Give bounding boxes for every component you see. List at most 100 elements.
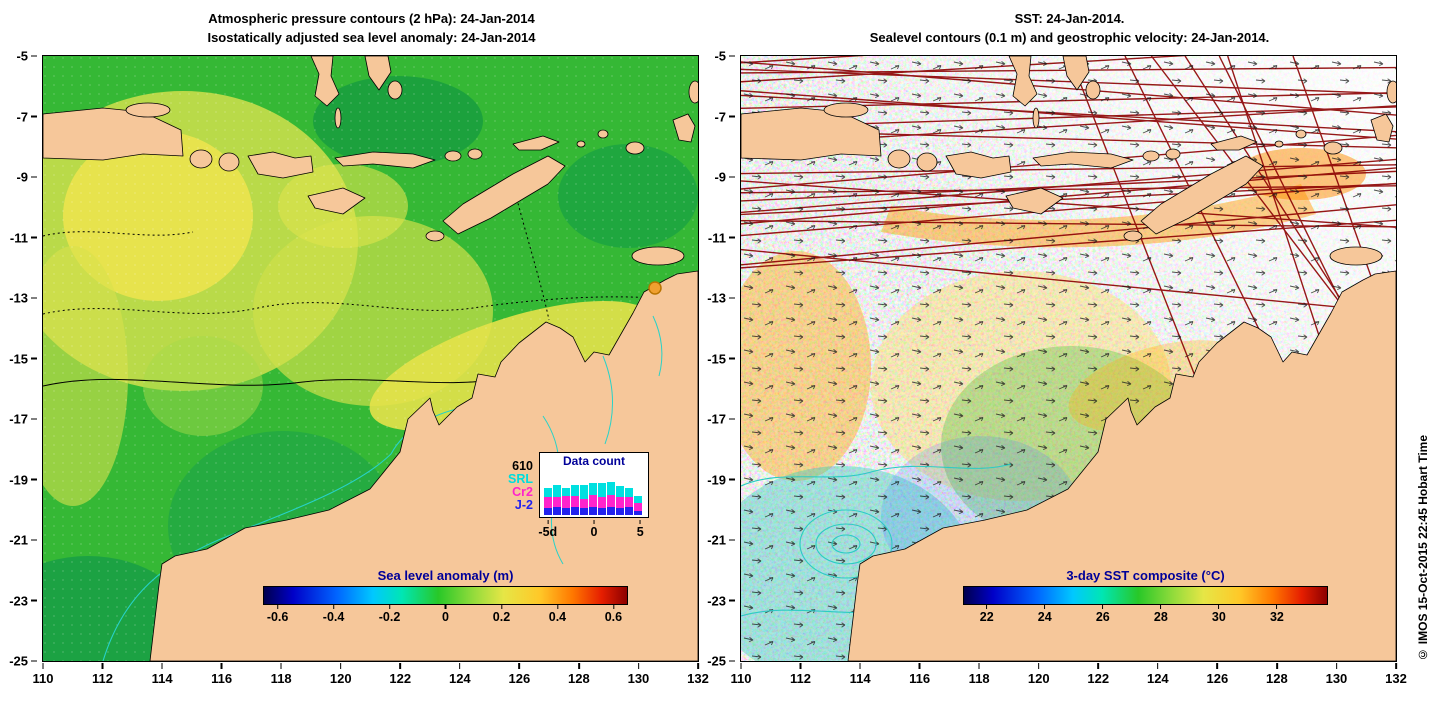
lat-tick: -7 [714, 109, 735, 124]
inset-x-tick: -5d [538, 520, 557, 539]
credit-text: © IMOS 15-Oct-2015 22:45 Hobart Time [1416, 435, 1430, 662]
lon-tick: 122 [389, 663, 411, 686]
tick-mark [31, 115, 37, 118]
data-count-bars [544, 477, 642, 515]
tick-mark [388, 605, 391, 609]
tick-mark [31, 599, 37, 602]
tick-mark [986, 605, 988, 609]
tick-mark [1395, 663, 1397, 669]
left-lat-axis: -5 -7 -9 -11 -13 -15 -17 -19 -21 -23 -25 [3, 49, 37, 669]
colorbar-tick: 0.6 [605, 605, 622, 624]
tick-mark [697, 663, 699, 669]
lat-tick: -23 [9, 593, 37, 608]
colorbar-tick: -0.2 [379, 605, 400, 624]
colorbar-tick: -0.4 [323, 605, 344, 624]
tick-mark [593, 520, 595, 524]
tick-mark [729, 55, 735, 57]
lat-tick: -15 [707, 351, 735, 366]
satellite-label: J-2 [514, 498, 533, 512]
lat-tick: -5 [16, 49, 37, 64]
left-title-line2: Isostatically adjusted sea level anomaly… [207, 29, 536, 45]
lat-tick: -15 [9, 351, 37, 366]
tick-mark [220, 663, 223, 669]
stacked-bar [562, 487, 570, 515]
tick-mark [31, 176, 37, 178]
tick-mark [556, 605, 559, 609]
inset-x-axis: -5d 0 5 [538, 520, 649, 539]
sst-colorbar-gradient [963, 586, 1328, 605]
sst-colorbar-ticks: 22 24 26 28 30 32 [980, 605, 1284, 629]
lon-tick: 114 [850, 663, 871, 686]
left-title-line1: Atmospheric pressure contours (2 hPa): 2… [208, 11, 535, 26]
lat-tick: -5 [714, 49, 735, 64]
tick-mark [276, 605, 279, 609]
stacked-bar [598, 483, 606, 515]
lat-tick: -17 [707, 412, 735, 427]
tick-mark [729, 478, 735, 481]
lat-tick: -7 [16, 109, 37, 124]
lat-tick: -19 [9, 472, 37, 487]
lon-tick: 120 [1028, 663, 1050, 686]
lon-tick: 118 [969, 663, 990, 686]
lon-tick: 126 [509, 663, 530, 686]
lon-tick: 124 [1147, 663, 1169, 686]
tick-mark [500, 605, 503, 609]
inset-x-tick: 5 [637, 520, 644, 539]
lon-tick: 128 [1266, 663, 1288, 686]
lon-tick: 120 [330, 663, 352, 686]
tick-mark [444, 605, 447, 609]
lon-tick: 130 [628, 663, 649, 686]
lat-tick: -25 [9, 654, 37, 669]
sla-map [43, 56, 698, 661]
tick-mark [31, 539, 37, 541]
tick-mark [918, 663, 921, 669]
sla-colorbar: Sea level anomaly (m) -0.6 -0.4 -0.2 0 0.2 0.… [263, 568, 628, 629]
tick-mark [280, 663, 282, 669]
sla-colorbar-gradient [263, 586, 628, 605]
sst-map [741, 56, 1396, 661]
tick-mark [459, 663, 461, 669]
tick-mark [1102, 605, 1104, 609]
sla-colorbar-title: Sea level anomaly (m) [377, 568, 514, 583]
colorbar-tick: 0.2 [493, 605, 510, 624]
tick-mark [31, 297, 37, 299]
tick-mark [1335, 663, 1338, 669]
stacked-bar [571, 485, 579, 515]
lon-tick: 110 [33, 663, 53, 686]
lat-tick: -17 [9, 412, 37, 427]
lon-tick: 132 [1385, 663, 1407, 686]
tick-mark [31, 418, 37, 420]
tick-mark [518, 663, 521, 669]
sst-colorbar: 3-day SST composite (°C) 22 24 26 28 30 32 [963, 568, 1328, 629]
colorbar-tick: 22 [980, 605, 994, 624]
right-lat-axis: -5 -7 -9 -11 -13 -15 -17 -19 -21 -23 -25 [701, 49, 735, 669]
lat-tick: -21 [707, 533, 735, 548]
lon-tick: 122 [1087, 663, 1109, 686]
lon-tick: 124 [449, 663, 471, 686]
station-marker [648, 281, 662, 295]
lon-tick: 112 [92, 663, 113, 686]
stacked-bar [589, 483, 597, 515]
colorbar-tick: 32 [1270, 605, 1284, 624]
lat-tick: -23 [707, 593, 735, 608]
colorbar-tick: 24 [1038, 605, 1052, 624]
tick-mark [1216, 663, 1219, 669]
data-count-title: Data count [562, 454, 625, 468]
tick-mark [31, 478, 37, 481]
stacked-bar [544, 487, 552, 515]
lon-tick: 130 [1326, 663, 1347, 686]
lon-tick: 112 [790, 663, 811, 686]
tick-mark [1276, 605, 1278, 609]
tick-mark [637, 663, 640, 669]
sst-map-panel: -5 -7 -9 -11 -13 -15 -17 -19 -21 -23 -25 110 112 114… [707, 49, 1407, 687]
satellite-label: 610 [512, 459, 533, 473]
right-lon-axis: 110 112 114 116 118 120 122 124 126 128 130 132 [731, 663, 1407, 693]
tick-mark [729, 115, 735, 118]
stacked-bar [580, 485, 588, 515]
lon-tick: 132 [687, 663, 709, 686]
tick-mark [161, 663, 163, 669]
tick-mark [729, 176, 735, 178]
tick-mark [1276, 663, 1278, 669]
lat-tick: -21 [9, 533, 37, 548]
